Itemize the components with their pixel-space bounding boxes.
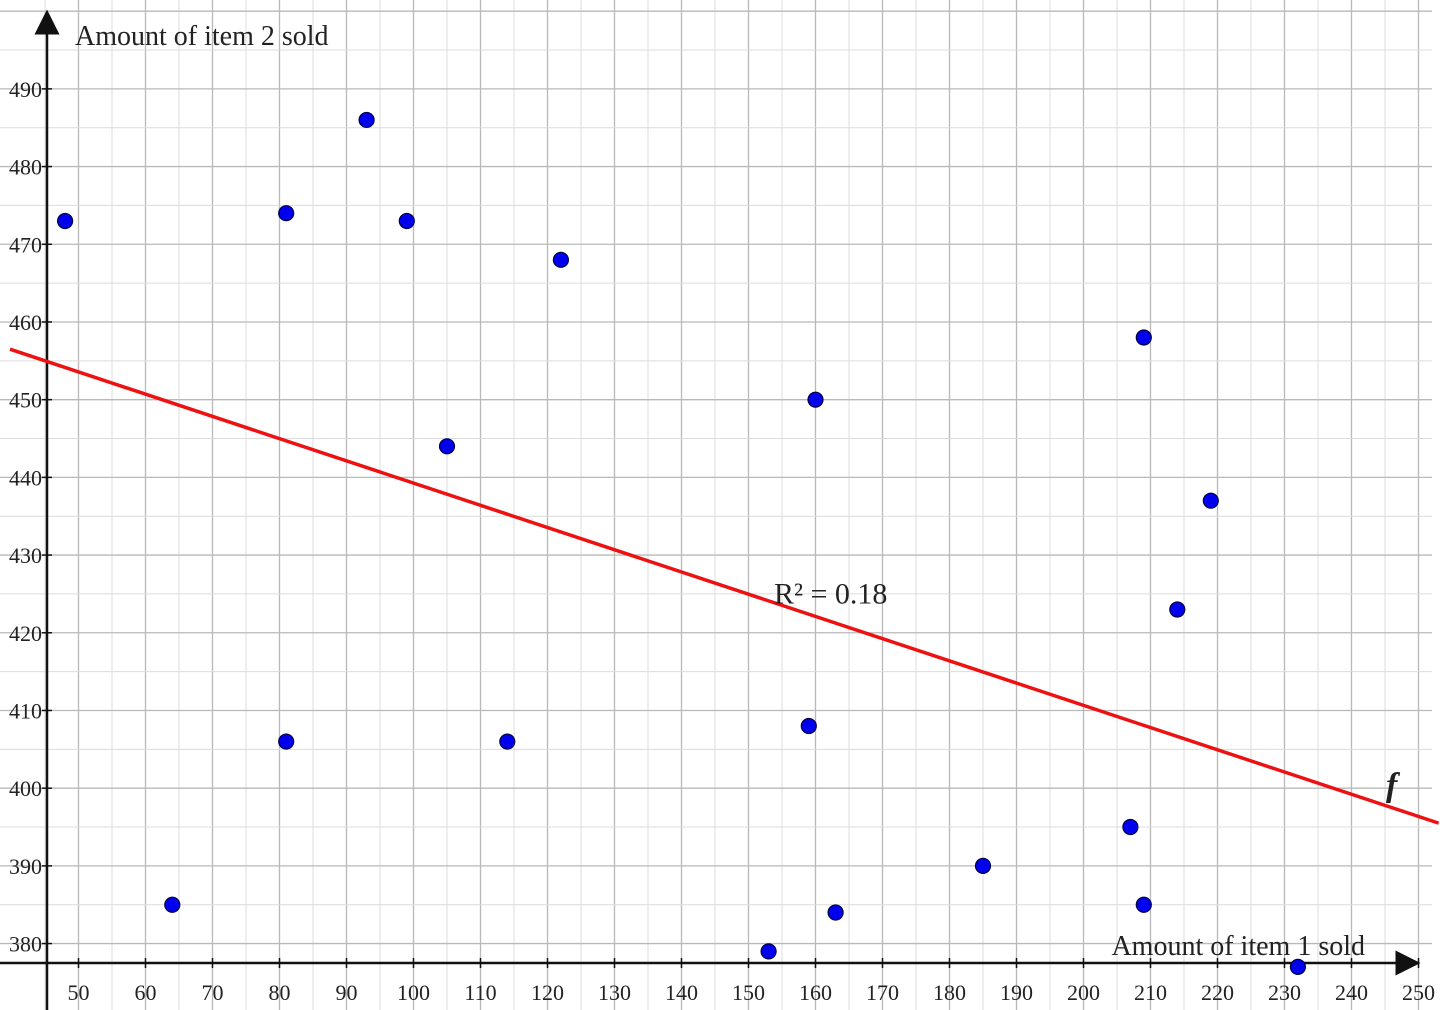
data-point bbox=[974, 857, 992, 874]
y-tick-label: 380 bbox=[9, 932, 42, 957]
axes bbox=[0, 9, 1421, 1010]
x-tick-label: 250 bbox=[1402, 980, 1435, 1005]
data-point bbox=[552, 251, 570, 268]
y-tick-label: 470 bbox=[9, 232, 42, 257]
data-point bbox=[438, 438, 456, 455]
x-tick-label: 70 bbox=[202, 980, 224, 1005]
y-tick-label: 410 bbox=[9, 698, 42, 723]
trendline-group bbox=[9, 347, 1440, 825]
data-point bbox=[1122, 818, 1139, 836]
y-tick-label: 440 bbox=[9, 465, 42, 490]
y-axis-title: Amount of item 2 sold bbox=[75, 21, 329, 52]
x-tick-label: 180 bbox=[933, 980, 966, 1005]
x-tick-label: 230 bbox=[1268, 980, 1301, 1005]
trendline bbox=[9, 347, 1440, 825]
data-point bbox=[807, 391, 824, 408]
data-point bbox=[760, 943, 777, 960]
data-point bbox=[1202, 492, 1219, 509]
y-tick-label: 460 bbox=[9, 310, 42, 335]
data-point bbox=[827, 904, 844, 921]
data-point bbox=[56, 212, 74, 230]
y-tick-label: 450 bbox=[9, 388, 42, 413]
x-tick-label: 130 bbox=[598, 980, 631, 1005]
x-tick-label: 50 bbox=[68, 980, 90, 1005]
y-tick-label: 400 bbox=[9, 776, 42, 801]
data-point bbox=[278, 733, 295, 750]
x-tick-label: 60 bbox=[135, 980, 157, 1005]
chart-labels: Amount of item 2 sold Amount of item 1 s… bbox=[75, 21, 1401, 962]
x-tick-label: 160 bbox=[799, 980, 832, 1005]
x-tick-label: 140 bbox=[665, 980, 698, 1005]
x-tick-label: 200 bbox=[1067, 980, 1100, 1005]
data-point bbox=[800, 717, 817, 735]
trendline-label: f bbox=[1386, 767, 1401, 804]
x-tick-label: 150 bbox=[732, 980, 765, 1005]
x-tick-label: 190 bbox=[1000, 980, 1033, 1005]
x-tick-label: 220 bbox=[1201, 980, 1234, 1005]
x-tick-label: 210 bbox=[1134, 980, 1167, 1005]
tick-labels: 50 60 70 80 90 100 110 120 130 140 150 160 170 180 190… bbox=[9, 77, 1435, 1005]
x-tick-label: 170 bbox=[866, 980, 899, 1005]
data-point bbox=[1289, 958, 1307, 975]
data-point bbox=[164, 896, 181, 913]
data-point bbox=[398, 212, 415, 230]
data-point bbox=[1135, 329, 1152, 346]
x-tick-label: 90 bbox=[336, 980, 358, 1005]
x-tick-label: 240 bbox=[1335, 980, 1368, 1005]
data-point bbox=[499, 733, 516, 750]
y-tick-label: 390 bbox=[9, 854, 42, 879]
data-point bbox=[1135, 896, 1152, 913]
y-tick-label: 480 bbox=[9, 155, 42, 180]
x-tick-label: 110 bbox=[464, 980, 496, 1005]
data-points bbox=[56, 111, 1307, 975]
data-point bbox=[358, 111, 375, 129]
r-squared-annotation: R² = 0.18 bbox=[774, 577, 887, 610]
y-tick-label: 430 bbox=[9, 543, 42, 568]
data-point bbox=[278, 205, 295, 222]
x-tick-label: 120 bbox=[531, 980, 564, 1005]
x-tick-label: 100 bbox=[397, 980, 430, 1005]
data-point bbox=[1169, 601, 1186, 618]
y-tick-label: 420 bbox=[9, 621, 42, 646]
x-tick-label: 80 bbox=[269, 980, 291, 1005]
y-tick-label: 490 bbox=[9, 77, 42, 102]
x-axis-title: Amount of item 1 sold bbox=[1111, 931, 1365, 962]
